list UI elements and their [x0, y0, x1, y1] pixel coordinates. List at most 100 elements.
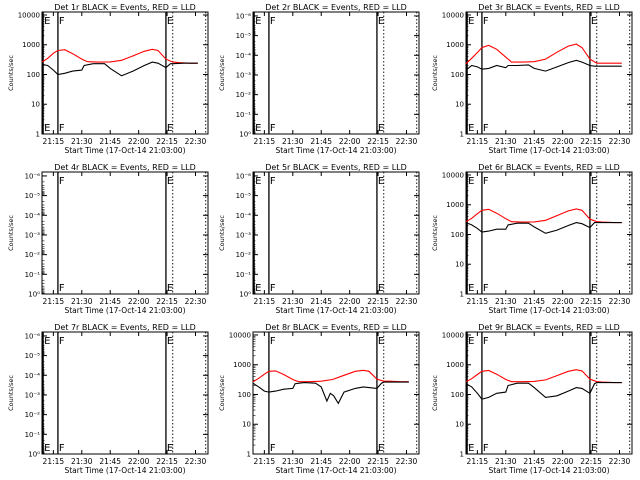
det1-marker-label-bottom: F: [59, 123, 65, 134]
det1-marker-label-top: E: [44, 16, 50, 27]
det7-ylabel: Counts/sec: [7, 375, 15, 411]
det9-marker-label-top: E: [468, 336, 474, 347]
det2-ytick-label: 10⁰: [239, 131, 251, 139]
det9-marker-label-bottom: F: [483, 443, 489, 454]
det2-xlabel: Start Time (17-Oct-14 21:03:00): [275, 146, 396, 155]
det9-xtick-label: 21:15: [467, 457, 489, 466]
det5-xtick-label: 21:30: [282, 297, 304, 306]
det5-ytick-label: 10⁻⁴: [236, 212, 252, 220]
det8-marker-label-bottom: F: [270, 443, 276, 454]
det1-series-events: [41, 61, 198, 77]
det1-xlabel: Start Time (17-Oct-14 21:03:00): [64, 146, 185, 155]
det7-ytick-label: 10⁻⁴: [25, 372, 41, 380]
det8-xtick-label: 22:00: [339, 457, 361, 466]
det6-ytick-label: 1000: [446, 201, 464, 209]
det2-ytick-label: 10⁻³: [236, 71, 252, 79]
det8-ytick-label: 10000: [229, 331, 251, 339]
det6-series-events: [465, 222, 622, 234]
det4-ylabel: Counts/sec: [7, 215, 15, 251]
det6-ytick-label: 1: [460, 291, 464, 299]
det3-xtick-label: 22:30: [609, 137, 631, 146]
det7-xtick-label: 22:00: [128, 457, 150, 466]
det8-xtick-label: 21:30: [282, 457, 304, 466]
det8-ytick-label: 100: [238, 391, 251, 399]
det9-xtick-label: 22:00: [552, 457, 574, 466]
det3-marker-label-bottom: F: [483, 123, 489, 134]
det7-marker-label-top: F: [59, 336, 65, 347]
det1-xtick-label: 21:45: [99, 137, 121, 146]
det5-ylabel: Counts/sec: [218, 215, 226, 251]
det6-marker-label-bottom: E: [591, 283, 597, 294]
det9-ytick-label: 1: [460, 451, 464, 459]
det6-ylabel: Counts/sec: [431, 215, 439, 251]
det6-xtick-label: 22:00: [552, 297, 574, 306]
det7-ytick-label: 10⁻⁶: [25, 332, 41, 340]
det4-xtick-label: 22:00: [128, 297, 150, 306]
det2-ytick-label: 10⁻¹: [236, 111, 252, 119]
det2-xtick-label: 21:15: [254, 137, 276, 146]
det1-series-lld: [41, 48, 198, 64]
det1-ytick-label: 10000: [18, 11, 40, 19]
det2-xtick-label: 21:30: [282, 137, 304, 146]
det8-title: Det 8r BLACK = Events, RED = LLD: [265, 323, 407, 332]
det4-ytick-label: 10⁰: [28, 291, 40, 299]
det8-series-lld: [252, 369, 409, 383]
det8-xtick-label: 21:45: [310, 457, 332, 466]
det9-marker-label-bottom: E: [468, 443, 474, 454]
det5-ytick-label: 10⁻⁶: [236, 172, 252, 180]
det9-series-lld: [465, 369, 622, 384]
det6-title: Det 6r BLACK = Events, RED = LLD: [478, 163, 620, 172]
det9-ytick-label: 100: [451, 391, 464, 399]
det7-marker-label-bottom: E: [44, 443, 50, 454]
det1-ytick-label: 1: [36, 131, 40, 139]
det1-ylabel: Counts/sec: [7, 55, 15, 91]
det9-ylabel: Counts/sec: [431, 375, 439, 411]
det5-xtick-label: 21:15: [254, 297, 276, 306]
det1-ytick-label: 10: [31, 101, 40, 109]
det9-xtick-label: 22:30: [609, 457, 631, 466]
det3-title: Det 3r BLACK = Events, RED = LLD: [478, 3, 620, 12]
det9-xtick-label: 21:30: [495, 457, 517, 466]
det3-marker-label-bottom: E: [591, 123, 597, 134]
det5-xtick-label: 22:00: [339, 297, 361, 306]
det1-ytick-label: 100: [27, 71, 40, 79]
det7-marker-label-top: E: [44, 336, 50, 347]
det4-xtick-label: 21:45: [99, 297, 121, 306]
det4-plot-frame: [41, 171, 209, 295]
det3-marker-label-bottom: E: [468, 123, 474, 134]
det4-xtick-label: 22:30: [185, 297, 207, 306]
det7-ytick-label: 10⁻³: [25, 391, 41, 399]
det1-xtick-label: 22:30: [185, 137, 207, 146]
det5-marker-label-top: F: [270, 176, 276, 187]
det4-marker-label-bottom: F: [59, 283, 65, 294]
det3-ytick-label: 10000: [442, 11, 464, 19]
det6-xtick-label: 22:15: [580, 297, 602, 306]
det2-plot-frame: [252, 11, 420, 135]
det3-ytick-label: 1: [460, 131, 464, 139]
det2-marker-label-top: E: [378, 16, 384, 27]
det8-series-events: [252, 381, 409, 405]
det8-xtick-label: 21:15: [254, 457, 276, 466]
det2-ytick-label: 10⁻⁵: [236, 32, 252, 40]
det2-marker-label-bottom: F: [270, 123, 276, 134]
det9-ytick-label: 10: [455, 421, 464, 429]
det4-ytick-label: 10⁻⁵: [25, 192, 41, 200]
det9-xtick-label: 21:45: [523, 457, 545, 466]
det2-xtick-label: 22:15: [367, 137, 389, 146]
det9-ytick-label: 10000: [442, 331, 464, 339]
det5-ytick-label: 10⁰: [239, 291, 251, 299]
det1-marker-label-bottom: E: [167, 123, 173, 134]
det2-marker-label-bottom: E: [255, 123, 261, 134]
det5-xlabel: Start Time (17-Oct-14 21:03:00): [275, 306, 396, 315]
det5-ytick-label: 10⁻²: [236, 251, 252, 259]
det8-marker-label-top: E: [378, 336, 384, 347]
det2-ytick-label: 10⁻²: [236, 91, 252, 99]
det6-marker-label-top: E: [468, 176, 474, 187]
det5-ytick-label: 10⁻⁵: [236, 192, 252, 200]
det6-marker-label-bottom: E: [468, 283, 474, 294]
det3-ytick-label: 100: [451, 71, 464, 79]
det3-marker-label-top: E: [591, 16, 597, 27]
det6-ytick-label: 100: [451, 231, 464, 239]
det7-marker-label-bottom: E: [167, 443, 173, 454]
det8-ylabel: Counts/sec: [218, 375, 226, 411]
